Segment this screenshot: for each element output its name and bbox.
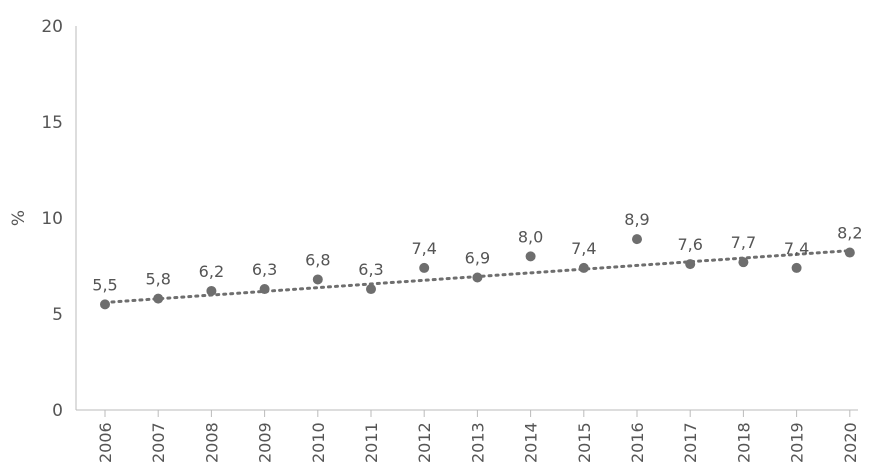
- y-tick-label: 10: [41, 209, 63, 229]
- data-point: [206, 285, 217, 296]
- x-tick-label: 2013: [468, 422, 487, 463]
- data-label: 7,4: [784, 239, 809, 258]
- data-point: [153, 293, 164, 304]
- x-tick-label: 2006: [96, 422, 115, 463]
- y-tick-label: 5: [52, 305, 63, 325]
- data-label: 8,0: [518, 227, 543, 246]
- data-label: 6,3: [252, 260, 277, 279]
- data-label: 5,8: [145, 270, 170, 289]
- data-labels: 5,5 5,8 6,2 6,3 6,8 6,3 7,4 6,9 8,0 7,4 8,9 7,6 7,7 7…: [92, 210, 862, 294]
- x-tick-label: 2020: [841, 422, 860, 463]
- data-label: 6,9: [465, 249, 490, 268]
- y-axis-title: %: [9, 210, 29, 226]
- data-points: [100, 234, 855, 310]
- data-label: 7,7: [731, 233, 756, 252]
- y-tick-label: 0: [52, 401, 63, 421]
- x-tick-label: 2016: [628, 422, 647, 463]
- data-label: 6,2: [199, 262, 224, 281]
- data-point: [844, 247, 855, 258]
- data-label: 7,4: [571, 239, 596, 258]
- x-tick-label: 2014: [522, 422, 541, 463]
- x-tick-label: 2019: [788, 422, 807, 463]
- data-point: [632, 234, 642, 245]
- data-label: 7,6: [677, 235, 702, 254]
- x-tick-label: 2012: [415, 422, 434, 463]
- data-label: 5,5: [92, 275, 117, 294]
- data-label: 6,3: [358, 260, 383, 279]
- data-point: [312, 274, 323, 285]
- data-label: 8,9: [624, 210, 649, 229]
- data-point: [259, 284, 270, 295]
- data-point: [791, 262, 802, 273]
- x-tick-label: 2011: [362, 422, 381, 463]
- x-tick-label: 2015: [575, 422, 594, 463]
- y-axis-ticks: 0 5 10 15 20: [41, 17, 63, 421]
- x-tick-label: 2017: [681, 422, 700, 463]
- data-label: 8,2: [837, 224, 862, 243]
- data-label: 7,4: [411, 239, 436, 258]
- data-point: [419, 262, 430, 273]
- data-point: [472, 272, 483, 283]
- x-axis-ticks: 2006 2007 2008 2009 2010 2011 2012 2013 2014 2015…: [96, 410, 860, 463]
- data-point: [100, 299, 110, 310]
- x-tick-label: 2009: [256, 422, 275, 463]
- data-point: [366, 284, 376, 295]
- x-tick-label: 2008: [202, 422, 221, 463]
- x-tick-label: 2018: [734, 422, 753, 463]
- data-point: [525, 251, 536, 262]
- data-point: [685, 259, 696, 270]
- data-point: [578, 262, 589, 273]
- data-label: 6,8: [305, 250, 330, 269]
- y-tick-label: 20: [41, 17, 63, 37]
- x-tick-label: 2010: [309, 422, 328, 463]
- data-point: [738, 257, 749, 268]
- y-tick-label: 15: [41, 113, 63, 133]
- x-tick-label: 2007: [149, 422, 168, 463]
